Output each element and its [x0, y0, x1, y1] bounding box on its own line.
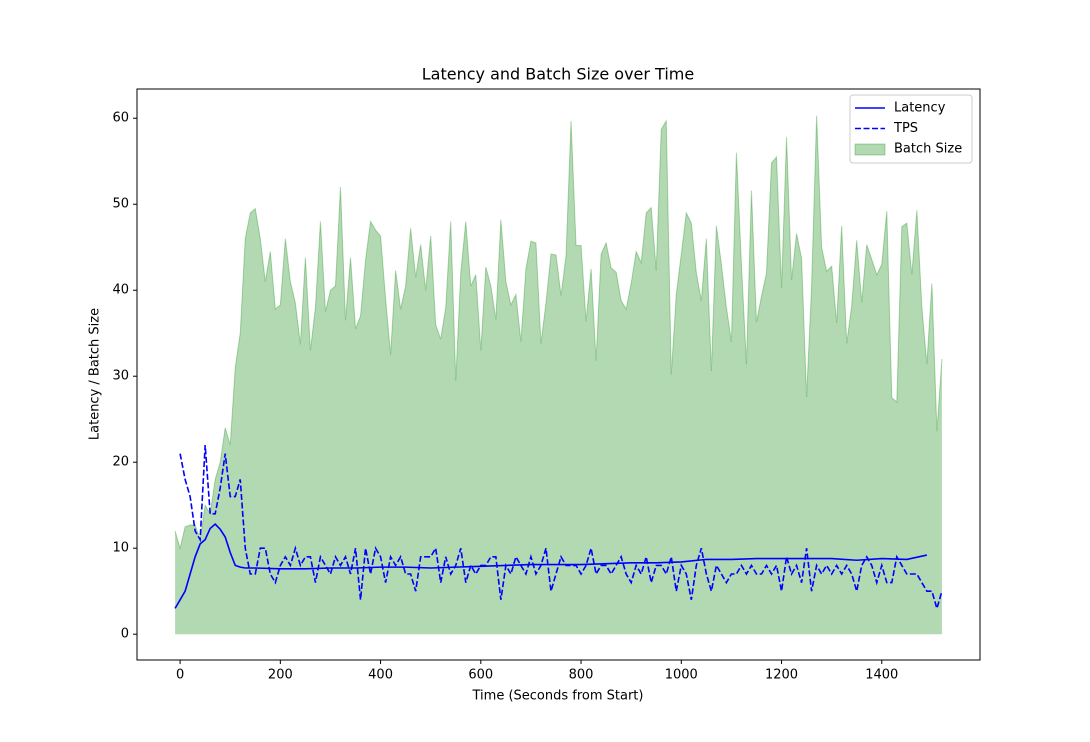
- legend: Latency TPS Batch Size: [849, 94, 973, 164]
- chart-title: Latency and Batch Size over Time: [422, 65, 694, 84]
- legend-label: Batch Size: [894, 142, 962, 157]
- y-axis-label: Latency / Batch Size: [88, 308, 103, 440]
- x-tick-label: 800: [569, 668, 594, 683]
- legend-label: Latency: [894, 101, 946, 116]
- area-edge: [174, 115, 943, 551]
- plot-frame: [136, 88, 981, 661]
- area-fill: [175, 115, 942, 635]
- y-tick-label: 0: [121, 627, 129, 642]
- x-axis-label: Time (Seconds from Start): [472, 689, 644, 704]
- line: [179, 444, 943, 612]
- y-tick-label: 30: [112, 369, 129, 384]
- x-tick-label: 0: [176, 668, 184, 683]
- y-tick-label: 60: [112, 111, 129, 126]
- x-tick-label: 1000: [665, 668, 698, 683]
- y-tick-label: 40: [112, 283, 129, 298]
- y-tick-label: 10: [112, 541, 129, 556]
- legend-swatch: [854, 143, 886, 156]
- legend-box: [849, 94, 973, 164]
- y-tick-label: 50: [112, 197, 129, 212]
- line: [174, 523, 928, 609]
- legend-label: TPS: [893, 121, 918, 136]
- x-tick-label: 600: [468, 668, 493, 683]
- x-tick-label: 200: [268, 668, 293, 683]
- x-tick-label: 400: [368, 668, 393, 683]
- y-tick-label: 20: [112, 455, 129, 470]
- x-tick-label: 1200: [765, 668, 798, 683]
- x-tick-label: 1400: [865, 668, 898, 683]
